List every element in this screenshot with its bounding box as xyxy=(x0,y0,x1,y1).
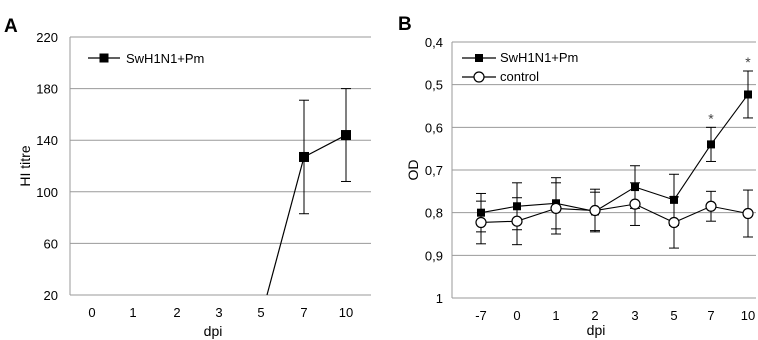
legend-label: SwH1N1+Pm xyxy=(126,51,204,66)
panel-b-y-axis-label: OD xyxy=(405,160,421,181)
panel-b-x-ticks: -7 0 1 2 3 5 7 10 xyxy=(475,308,755,323)
series-line xyxy=(480,94,749,214)
data-point xyxy=(475,216,487,229)
panel-b-legend: SwH1N1+Pm control xyxy=(462,50,578,84)
x-tick-label: 2 xyxy=(591,308,598,323)
panel-a-y-axis-label: HI titre xyxy=(17,145,33,186)
x-tick-label: -7 xyxy=(475,308,487,323)
x-tick-label: 2 xyxy=(173,305,180,320)
series-line xyxy=(480,203,749,224)
panel-b-annotations: ** xyxy=(708,54,751,126)
x-tick-label: 1 xyxy=(129,305,136,320)
data-point xyxy=(705,200,717,212)
series-line xyxy=(303,134,347,158)
x-tick-label: 7 xyxy=(300,305,307,320)
data-point xyxy=(629,198,641,210)
panel-b-gridlines xyxy=(451,41,756,299)
x-tick-label: 0 xyxy=(88,305,95,320)
y-tick-label: 20 xyxy=(44,288,58,303)
legend-label-swh1n1: SwH1N1+Pm xyxy=(500,50,578,65)
x-tick-label: 5 xyxy=(670,308,677,323)
panel-a-letter: A xyxy=(4,16,18,37)
y-tick-label: 1 xyxy=(436,291,443,306)
panel-a: A 20 60 100 140 180 220 0 1 2 3 5 7 10 dpi HI titre… xyxy=(4,16,371,339)
y-tick-label: 0,9 xyxy=(425,248,443,263)
panel-b-y-ticks: 0,4 0,5 0,6 0,7 0,8 0,9 1 xyxy=(425,35,443,306)
data-point xyxy=(742,207,754,220)
data-point xyxy=(668,216,680,229)
x-tick-label: 3 xyxy=(215,305,222,320)
x-tick-label: 0 xyxy=(513,308,520,323)
x-tick-label: 1 xyxy=(552,308,559,323)
panel-a-x-axis-label: dpi xyxy=(204,323,223,339)
y-tick-label: 0,6 xyxy=(425,120,443,135)
x-tick-label: 10 xyxy=(339,305,353,320)
data-point xyxy=(341,130,351,141)
data-point xyxy=(299,151,309,162)
y-tick-label: 100 xyxy=(36,185,58,200)
panel-b-x-axis-label: dpi xyxy=(587,322,606,338)
legend-circle-marker xyxy=(473,71,485,83)
y-tick-label: 180 xyxy=(36,82,58,97)
panel-a-x-ticks: 0 1 2 3 5 7 10 xyxy=(88,305,353,320)
data-point xyxy=(550,202,562,214)
panel-b: B 0,40,50,60,70,80,91 -7 0 1 2 3 5 7 10 ** dpi … xyxy=(398,14,756,338)
y-tick-label: 140 xyxy=(36,133,58,148)
y-tick-label: 220 xyxy=(36,30,58,45)
legend-square-marker xyxy=(475,54,483,62)
significance-star: * xyxy=(708,110,714,126)
data-point xyxy=(744,90,752,99)
y-tick-label: 60 xyxy=(44,236,58,251)
y-tick-label: 0,7 xyxy=(425,163,443,178)
data-point xyxy=(511,215,523,227)
x-tick-label: 10 xyxy=(741,308,755,323)
x-tick-label: 5 xyxy=(257,305,264,320)
y-tick-label: 0,8 xyxy=(425,206,443,221)
panel-a-legend: SwH1N1+Pm xyxy=(88,51,204,66)
legend-label-control: control xyxy=(500,69,539,84)
data-point xyxy=(589,204,601,217)
x-tick-label: 3 xyxy=(631,308,638,323)
significance-star: * xyxy=(745,54,751,70)
panel-b-letter: B xyxy=(398,14,412,35)
y-tick-label: 0,5 xyxy=(425,78,443,93)
series-line-entry xyxy=(266,156,305,296)
series-control xyxy=(475,182,754,249)
legend-square-marker xyxy=(99,53,109,63)
panel-a-series xyxy=(266,88,351,296)
panel-a-y-ticks: 20 60 100 140 180 220 xyxy=(36,30,58,303)
x-tick-label: 7 xyxy=(707,308,714,323)
data-point xyxy=(707,140,715,149)
y-tick-label: 0,4 xyxy=(425,35,443,50)
panel-b-series xyxy=(475,70,754,249)
panel-a-gridlines xyxy=(69,36,371,296)
